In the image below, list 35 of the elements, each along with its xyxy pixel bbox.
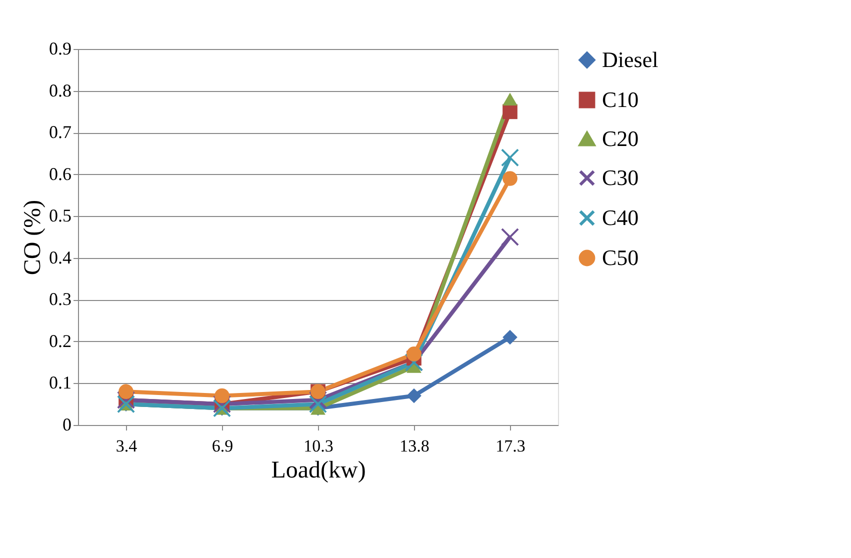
point (118, 384, 134, 399)
point (500, 228, 520, 246)
point (308, 395, 328, 414)
point (406, 346, 422, 362)
x-tick-label: 6.9 (212, 436, 234, 456)
point (406, 388, 422, 404)
x-axis-title: Load(kw) (271, 458, 366, 484)
point (502, 92, 518, 106)
legend-label: C20 (602, 126, 639, 151)
x-tick-label: 13.8 (400, 436, 430, 456)
y-tick-label: 0.5 (49, 206, 72, 226)
y-tick-label: 0.8 (49, 80, 72, 100)
point (502, 330, 518, 345)
y-tick-label: 0 (62, 414, 72, 434)
x-tick-label: 3.4 (116, 436, 138, 456)
y-axis-title: CO (%) (20, 200, 46, 276)
point (500, 148, 520, 167)
y-tick-label: 0.4 (49, 247, 72, 268)
y-tick-label: 0.9 (49, 38, 72, 58)
y-tick-label: 0.2 (49, 330, 72, 351)
x-tick-label: 17.3 (496, 436, 526, 456)
legend-label: C30 (602, 165, 639, 190)
legend-label: C10 (602, 87, 639, 112)
legend-label: Diesel (602, 47, 658, 72)
y-tick-label: 0.3 (49, 289, 72, 310)
y-tick-label: 0.6 (49, 164, 72, 184)
point (502, 171, 518, 186)
y-tick-label: 0.7 (49, 122, 72, 142)
x-tick-label: 10.3 (304, 436, 334, 456)
legend-label: C50 (602, 245, 639, 270)
legend-label: C40 (602, 205, 639, 230)
point (502, 104, 518, 120)
point (308, 390, 328, 409)
point (214, 388, 230, 404)
y-tick-label: 0.1 (49, 372, 72, 393)
